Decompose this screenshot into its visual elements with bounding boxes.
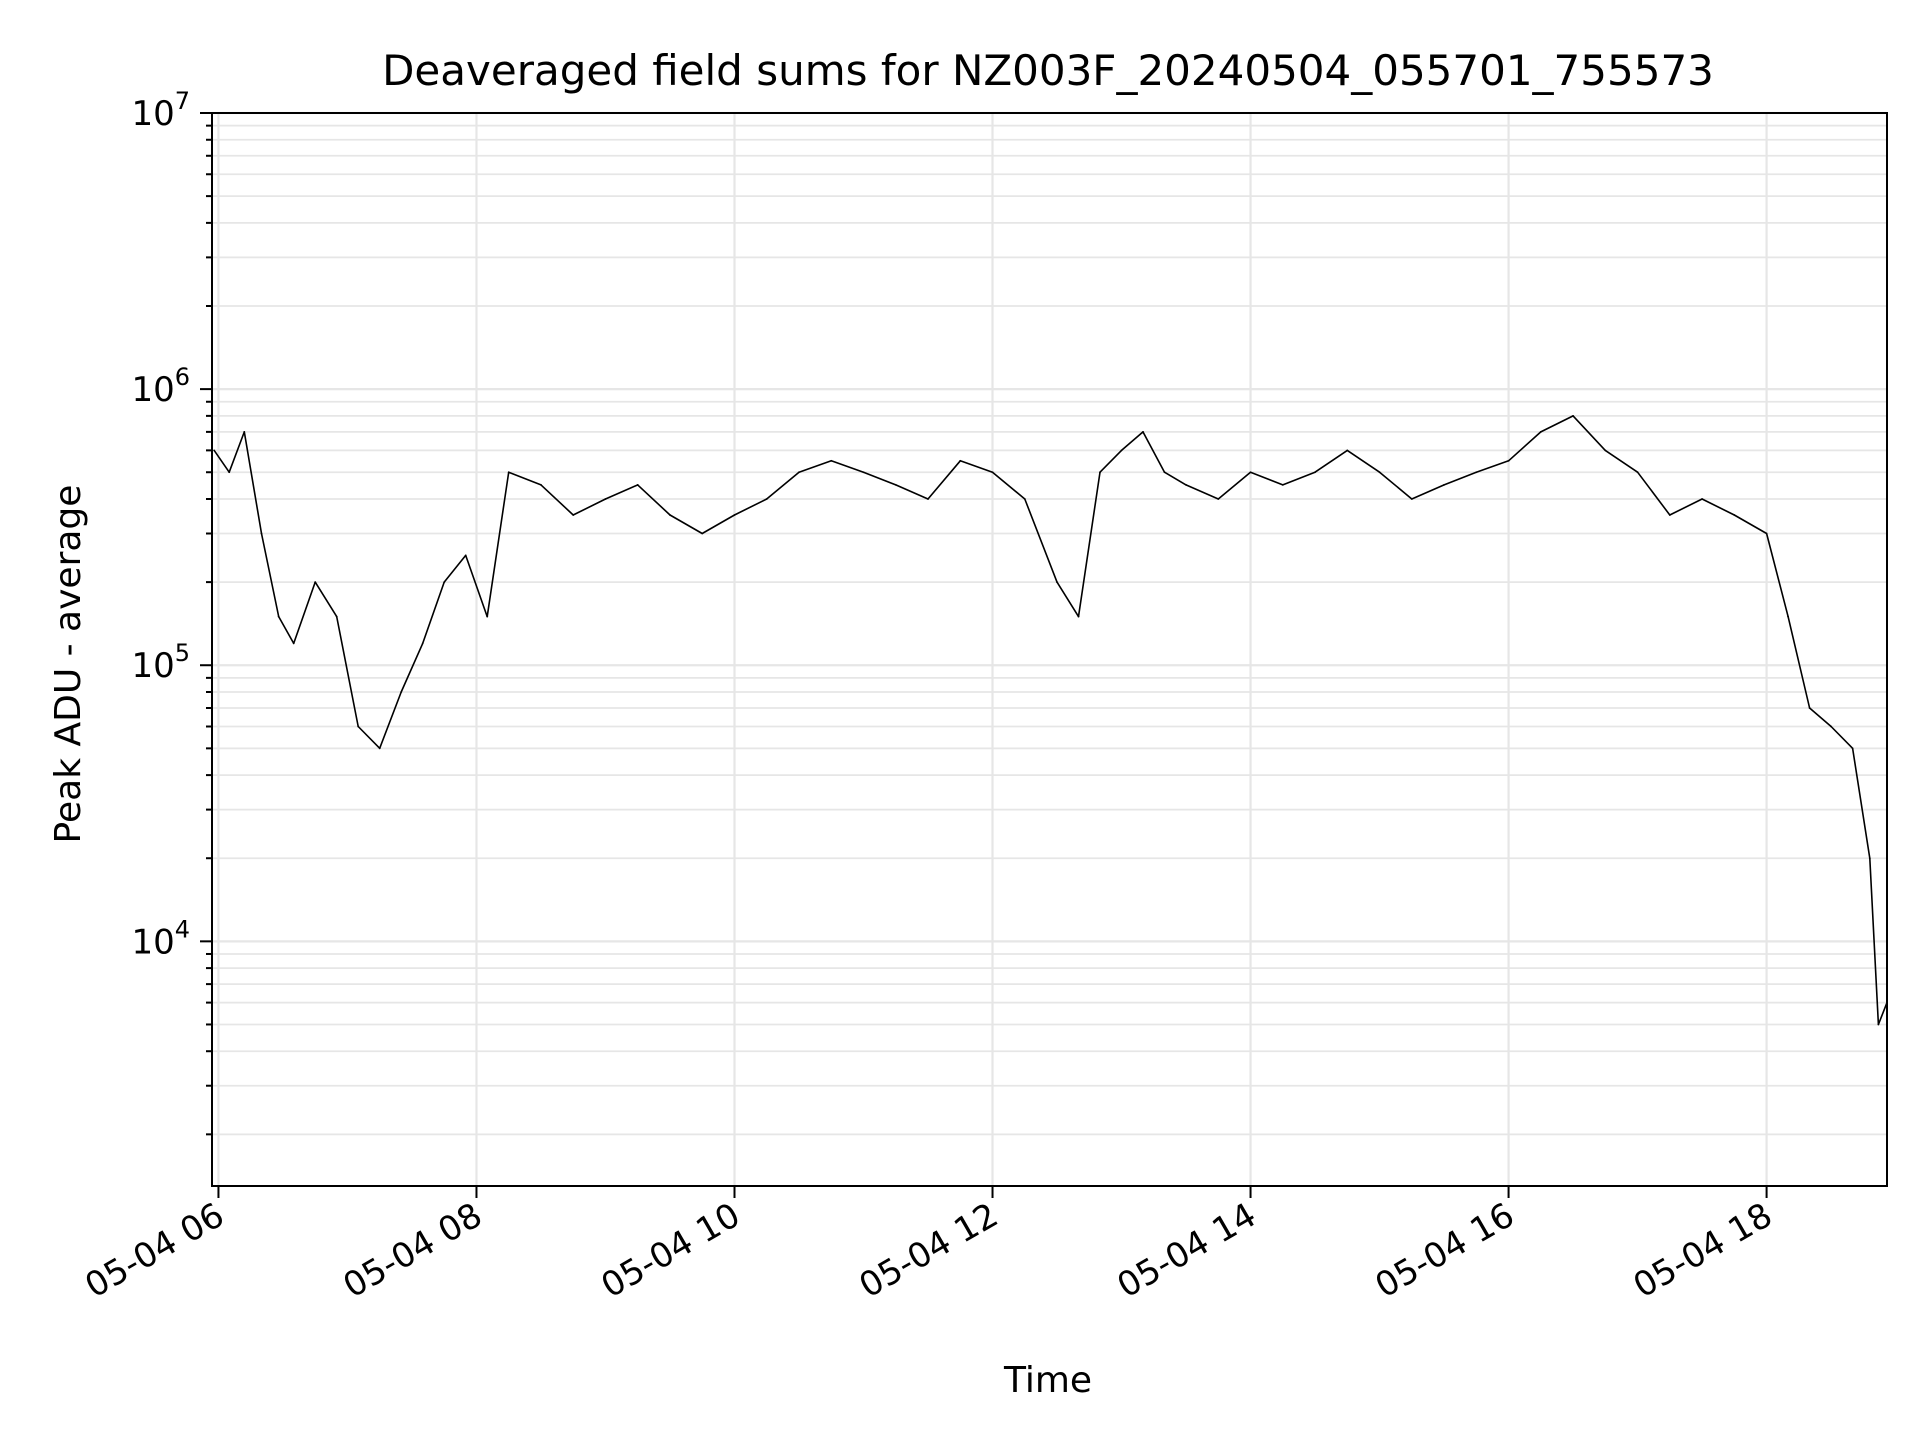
data-point <box>421 642 424 645</box>
data-point <box>277 615 280 618</box>
data-point <box>1733 514 1736 516</box>
y-tick-label: 105 <box>131 639 190 686</box>
data-point <box>378 747 381 750</box>
data-point <box>1668 514 1671 516</box>
plot-frame <box>211 112 1888 1187</box>
data-point <box>1604 449 1607 452</box>
data-point <box>1539 430 1542 433</box>
data-point <box>1142 430 1144 433</box>
data-point <box>314 581 317 584</box>
data-point <box>400 691 403 693</box>
data-point <box>1120 449 1123 452</box>
data-point <box>443 581 446 584</box>
data-point <box>1346 449 1349 452</box>
data-point <box>1249 471 1252 474</box>
data-point <box>1507 459 1510 462</box>
data-point <box>1851 747 1854 750</box>
data-point <box>1185 483 1187 486</box>
data-point <box>507 471 510 474</box>
data-point <box>1701 498 1703 500</box>
data-point <box>213 449 216 452</box>
data-point <box>1163 471 1166 474</box>
data-point <box>335 615 338 618</box>
data-point <box>1636 471 1639 474</box>
data-point <box>1443 483 1445 486</box>
data-point <box>1023 498 1026 500</box>
y-axis-label: Peak ADU - average <box>48 485 89 844</box>
data-point <box>1868 857 1871 860</box>
data-point <box>1378 471 1381 474</box>
data-point <box>572 514 575 516</box>
y-tick-label: 107 <box>131 87 190 134</box>
data-point <box>357 725 360 728</box>
data-point <box>1281 483 1284 486</box>
data-point <box>1099 471 1101 474</box>
data-point <box>894 483 897 486</box>
data-point <box>228 471 231 474</box>
data-point <box>1077 615 1080 618</box>
data-point <box>701 532 704 535</box>
data-point <box>1877 1023 1880 1026</box>
data-point <box>1572 414 1574 417</box>
data-point <box>1787 615 1789 618</box>
chart-title: Deaveraged field sums for NZ003F_2024050… <box>382 46 1714 95</box>
series-layer <box>213 414 1888 1026</box>
data-point <box>927 498 929 500</box>
data-point <box>1808 707 1811 709</box>
data-point <box>1314 471 1316 474</box>
data-point <box>991 471 994 474</box>
data-point <box>604 498 607 500</box>
data-point <box>959 459 962 462</box>
data-point <box>1217 498 1220 500</box>
data-point <box>669 514 671 516</box>
data-point <box>733 514 736 516</box>
y-tick-label: 104 <box>131 915 190 962</box>
data-point <box>1475 471 1478 474</box>
data-point <box>862 471 865 474</box>
data-point <box>243 430 246 433</box>
data-point <box>765 498 768 500</box>
x-axis-label: Time <box>1003 1360 1092 1401</box>
series-line <box>213 415 1888 1026</box>
data-point <box>1410 498 1413 500</box>
y-tick-label: 106 <box>131 363 190 410</box>
data-point <box>1056 581 1058 584</box>
data-point <box>260 532 263 535</box>
data-point <box>1765 532 1768 535</box>
data-point <box>798 471 800 474</box>
data-point <box>292 642 295 645</box>
data-point <box>830 459 833 462</box>
data-point <box>464 554 467 557</box>
data-point <box>486 615 489 618</box>
data-point <box>636 483 639 486</box>
data-point <box>540 483 542 486</box>
data-point <box>1830 725 1832 728</box>
